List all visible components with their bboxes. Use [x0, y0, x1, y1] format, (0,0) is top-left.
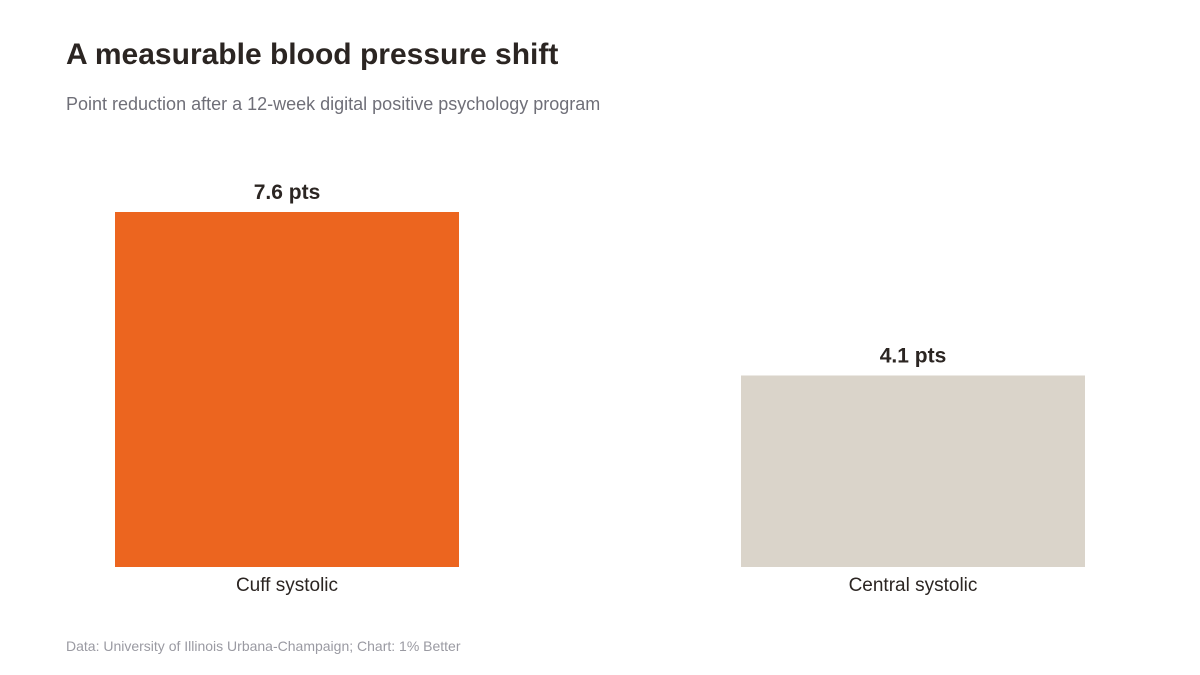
source-note: Data: University of Illinois Urbana-Cham…: [66, 638, 461, 654]
bar-central-systolic: [741, 375, 1085, 567]
value-label: 4.1 pts: [880, 344, 947, 367]
chart-subtitle: Point reduction after a 12-week digital …: [66, 94, 601, 114]
category-label: Central systolic: [849, 575, 978, 596]
chart-title: A measurable blood pressure shift: [66, 38, 559, 71]
bar-cuff-systolic: [115, 212, 459, 567]
value-label: 7.6 pts: [254, 181, 321, 204]
category-label: Cuff systolic: [236, 575, 338, 596]
